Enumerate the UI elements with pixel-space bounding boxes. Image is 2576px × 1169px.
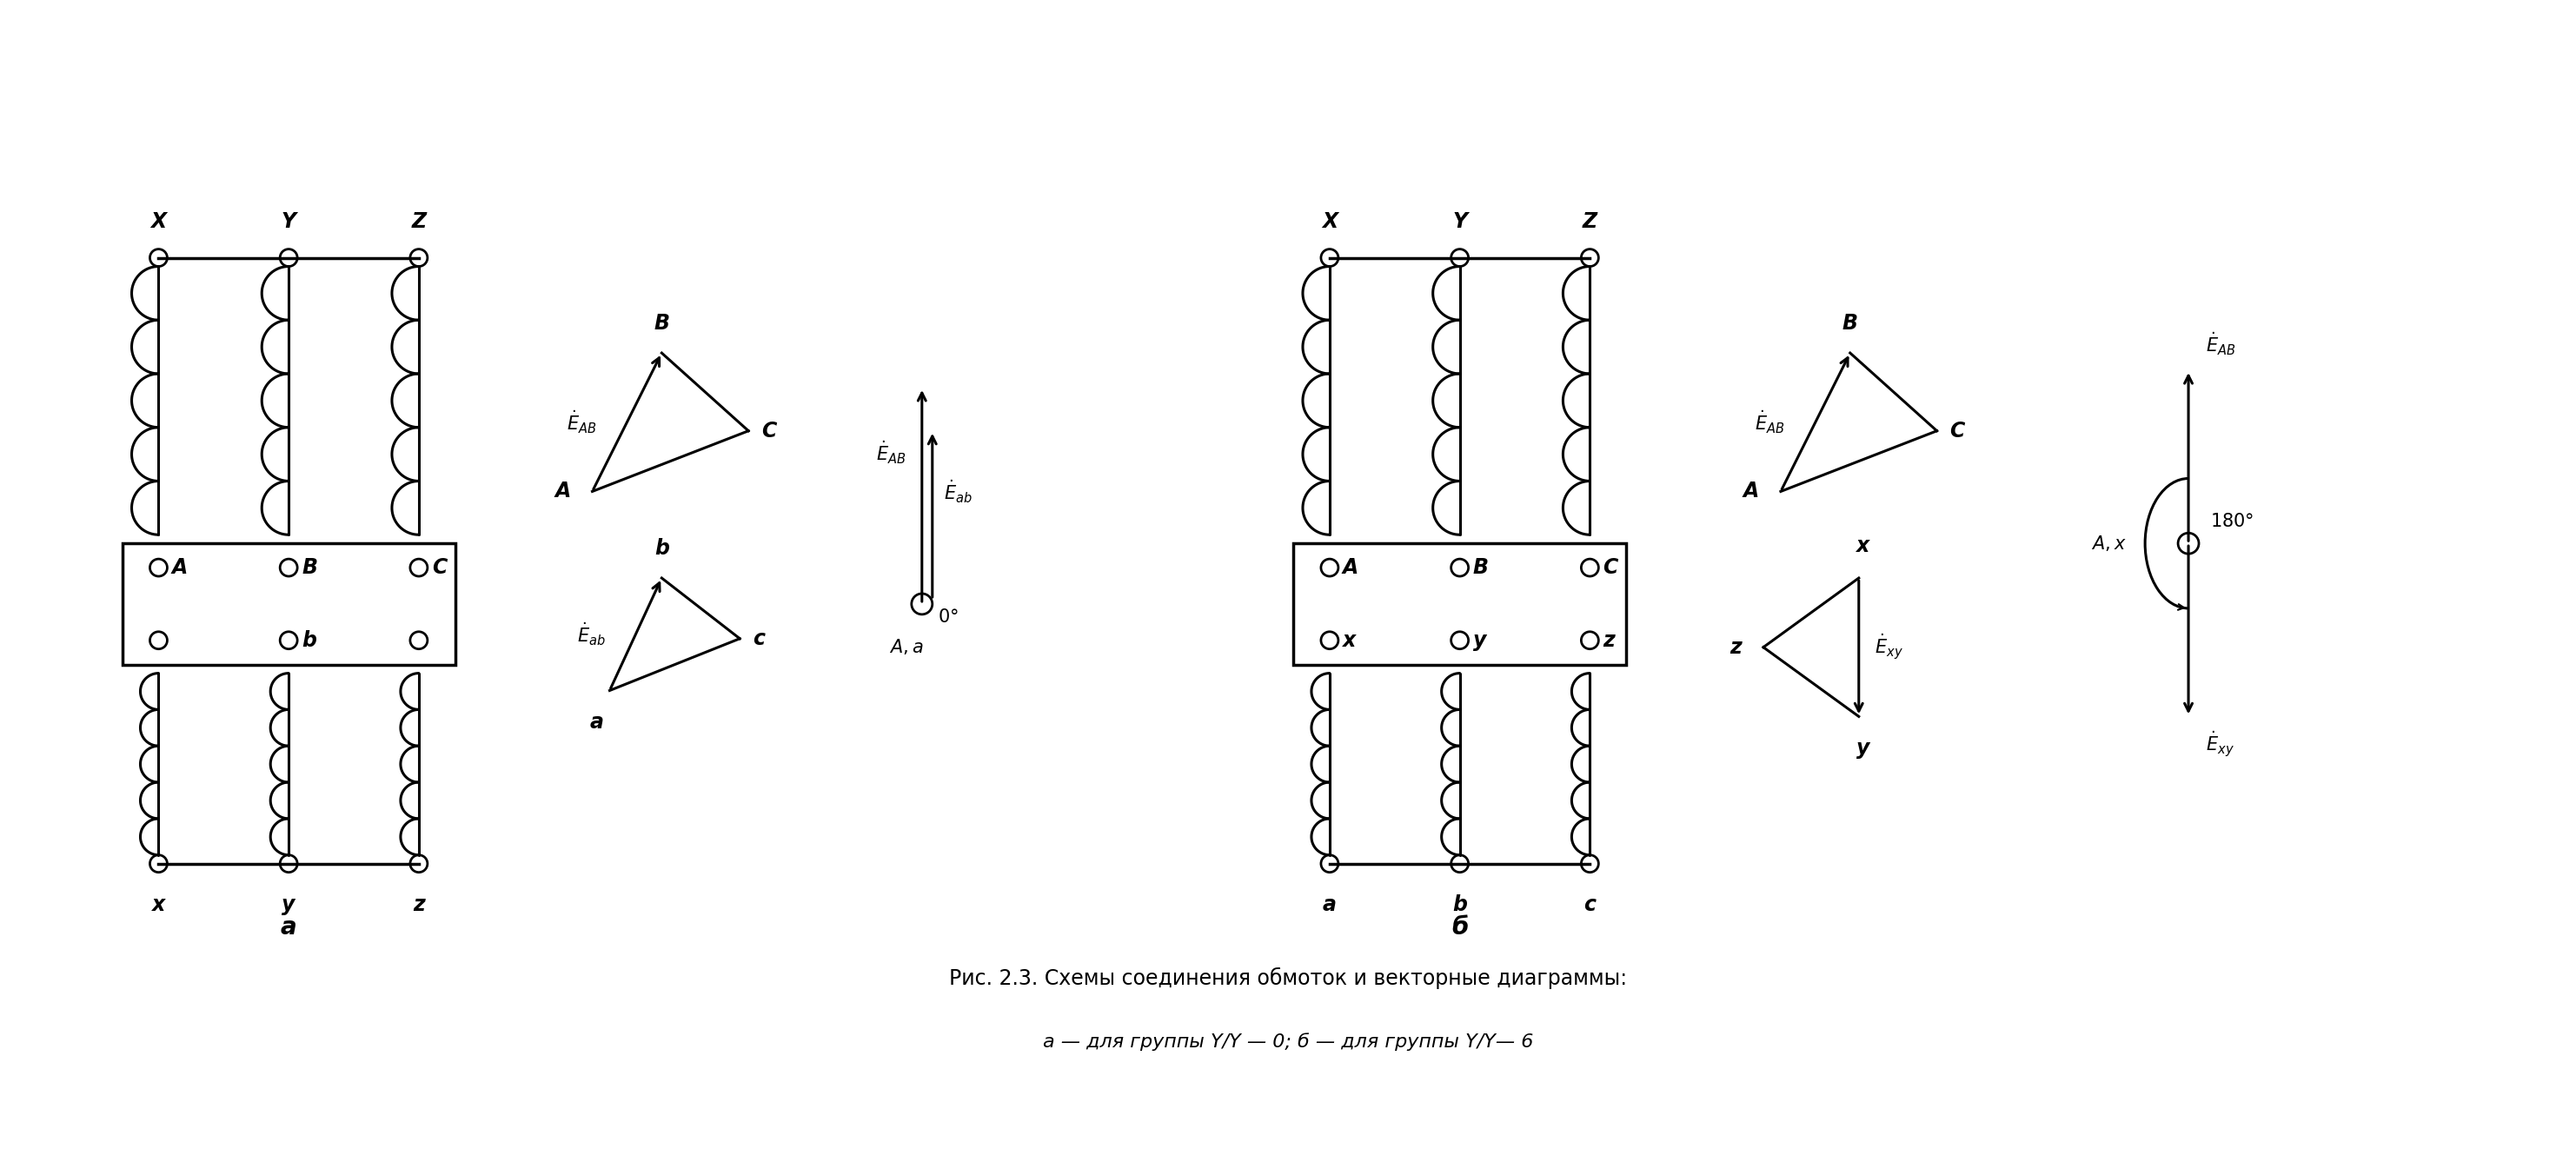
Text: x: x	[152, 894, 165, 915]
Text: y: y	[281, 894, 296, 915]
Text: A: A	[1342, 558, 1358, 577]
Text: B: B	[654, 313, 670, 334]
Text: $\dot{E}_{ab}$: $\dot{E}_{ab}$	[577, 621, 605, 648]
Text: Рис. 2.3. Схемы соединения обмоток и векторные диаграммы:: Рис. 2.3. Схемы соединения обмоток и век…	[948, 968, 1628, 989]
Text: $\dot{E}_{xy}$: $\dot{E}_{xy}$	[1875, 632, 1904, 662]
Text: A: A	[1744, 480, 1759, 502]
Text: c: c	[752, 628, 765, 649]
Text: $\dot{E}_{xy}$: $\dot{E}_{xy}$	[2205, 729, 2233, 759]
Text: C: C	[1950, 421, 1965, 441]
Text: а — для группы Y/Y — 0; б — для группы Y/Y— 6: а — для группы Y/Y — 0; б — для группы Y…	[1043, 1032, 1533, 1051]
Text: Y: Y	[281, 210, 296, 231]
Text: c: c	[1584, 894, 1597, 915]
Text: $\dot{E}_{AB}$: $\dot{E}_{AB}$	[2205, 331, 2236, 358]
Bar	[1293, 544, 1625, 664]
Text: A: A	[554, 480, 572, 502]
Text: C: C	[433, 558, 446, 577]
Text: Z: Z	[412, 210, 425, 231]
Text: $180°$: $180°$	[2210, 513, 2254, 531]
Text: $\dot{E}_{AB}$: $\dot{E}_{AB}$	[1754, 409, 1785, 435]
Text: a: a	[281, 915, 296, 940]
Text: $\dot{E}_{AB}$: $\dot{E}_{AB}$	[567, 409, 598, 435]
Text: $\dot{E}_{AB}$: $\dot{E}_{AB}$	[876, 440, 907, 465]
Text: z: z	[412, 894, 425, 915]
Text: y: y	[1857, 738, 1870, 759]
Text: x: x	[1857, 535, 1870, 556]
Text: b: b	[1453, 894, 1468, 915]
Text: б: б	[1450, 915, 1468, 940]
Text: z: z	[1728, 637, 1741, 658]
Text: X: X	[149, 210, 167, 231]
Text: a: a	[590, 712, 603, 733]
Text: Z: Z	[1582, 210, 1597, 231]
Text: B: B	[1473, 558, 1489, 577]
Text: $A,x$: $A,x$	[2092, 534, 2125, 553]
Text: x: x	[1342, 630, 1355, 651]
Text: $A,a$: $A,a$	[889, 637, 922, 656]
Text: $\dot{E}_{ab}$: $\dot{E}_{ab}$	[943, 478, 971, 505]
Text: $0°$: $0°$	[938, 608, 958, 625]
Text: a: a	[1321, 894, 1337, 915]
Text: y: y	[1473, 630, 1486, 651]
Text: Y: Y	[1453, 210, 1468, 231]
Bar	[121, 544, 456, 664]
Text: z: z	[1602, 630, 1615, 651]
Text: B: B	[1842, 313, 1857, 334]
Text: C: C	[762, 421, 775, 441]
Text: C: C	[1602, 558, 1618, 577]
Text: B: B	[301, 558, 317, 577]
Text: A: A	[173, 558, 188, 577]
Text: b: b	[301, 630, 317, 651]
Text: X: X	[1321, 210, 1337, 231]
Text: b: b	[654, 538, 670, 559]
